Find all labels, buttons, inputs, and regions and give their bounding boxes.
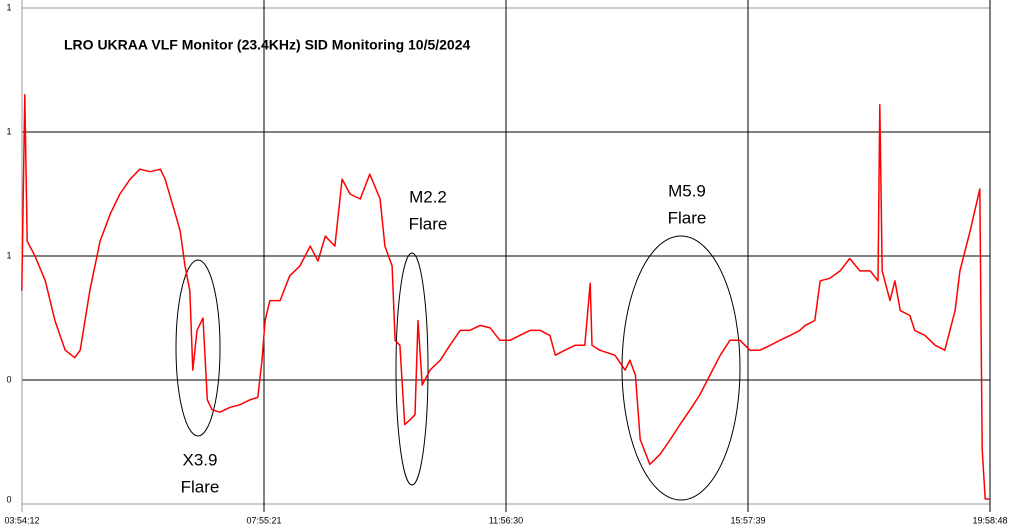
annotation-text: Flare <box>409 214 448 233</box>
annotation-name: M5.9 <box>668 181 706 200</box>
flare-ellipse <box>175 259 221 437</box>
data-line <box>21 94 990 500</box>
x-tick-label: 03:54:12 <box>4 515 39 525</box>
annotation-text: Flare <box>181 477 220 496</box>
flare-ellipse <box>621 235 741 501</box>
annotation-name: X3.9 <box>183 450 218 469</box>
flare-ellipse <box>395 252 429 486</box>
chart-title: LRO UKRAA VLF Monitor (23.4KHz) SID Moni… <box>64 37 471 53</box>
y-tick-label: 1 <box>6 2 11 12</box>
y-tick-label: 0 <box>6 374 11 384</box>
x-tick-label: 15:57:39 <box>730 515 765 525</box>
y-tick-label: 1 <box>6 126 11 136</box>
x-tick-label: 19:58:48 <box>972 515 1007 525</box>
y-tick-label: 1 <box>6 250 11 260</box>
annotation-text: Flare <box>668 208 707 227</box>
annotation-name: M2.2 <box>409 187 447 206</box>
y-tick-label: 0 <box>6 494 11 504</box>
x-tick-label: 11:56:30 <box>489 515 523 525</box>
x-tick-label: 07:55:21 <box>246 515 281 525</box>
